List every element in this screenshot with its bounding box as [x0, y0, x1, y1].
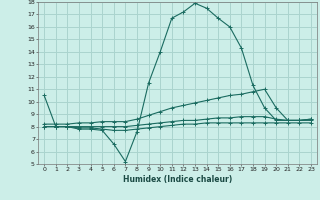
X-axis label: Humidex (Indice chaleur): Humidex (Indice chaleur) [123, 175, 232, 184]
